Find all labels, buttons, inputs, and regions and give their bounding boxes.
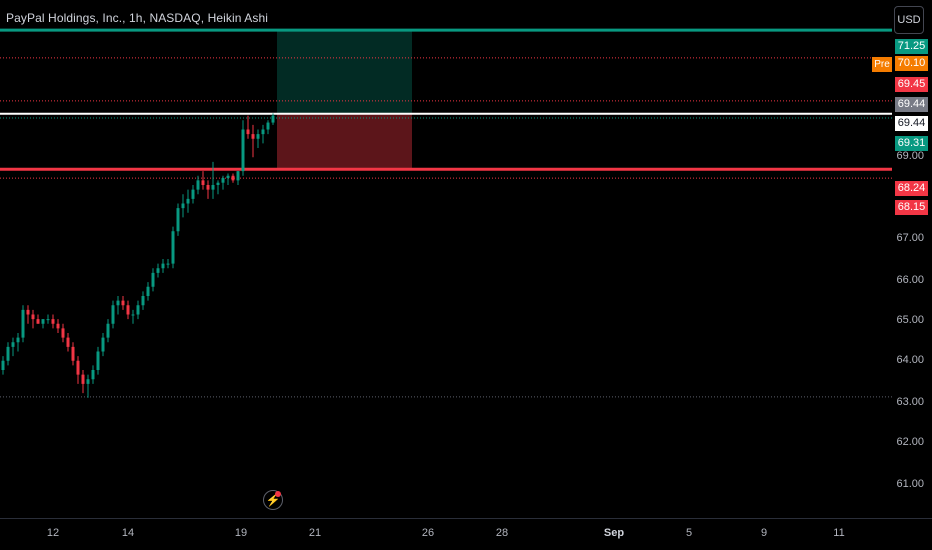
candle-body (71, 346, 75, 361)
candle-body (41, 319, 45, 324)
candle-body (246, 129, 250, 135)
candle-body (251, 134, 255, 139)
time-axis-label: 5 (685, 527, 693, 539)
candle-body (26, 309, 30, 315)
candle-body (11, 342, 15, 347)
candle-body (76, 360, 80, 375)
candle-body (181, 203, 185, 209)
candle-body (176, 208, 180, 232)
candle-body (151, 272, 155, 287)
price-tag: 69.44 (895, 116, 928, 131)
candle-body (106, 323, 110, 338)
candle-body (241, 129, 245, 172)
candle-body (31, 314, 35, 320)
candle-body (1, 360, 5, 370)
price-tag: 69.45 (895, 77, 928, 92)
time-axis-label: 26 (421, 527, 435, 539)
candle-body (256, 134, 260, 139)
price-axis-label: 65.00 (896, 314, 924, 326)
time-axis-label: 28 (495, 527, 509, 539)
candle-body (131, 314, 135, 316)
candle-body (161, 263, 165, 269)
time-axis-label: 14 (121, 527, 135, 539)
candle-body (141, 296, 145, 306)
candle-body (156, 268, 160, 273)
candle-body (46, 319, 50, 321)
candle-body (66, 337, 70, 347)
candle-body (121, 300, 125, 306)
candle-body (61, 328, 65, 338)
price-axis-label: 67.00 (896, 232, 924, 244)
time-axis-label: 11 (833, 527, 845, 539)
price-tag: 69.44 (895, 97, 928, 112)
candle-body (201, 180, 205, 185)
candle-body (96, 351, 100, 370)
candle-body (231, 175, 235, 181)
price-tag: 68.15 (895, 200, 928, 215)
notification-dot (275, 491, 281, 497)
candle-body (51, 319, 55, 324)
candle-body (136, 305, 140, 315)
candle-body (191, 189, 195, 199)
currency-button[interactable]: USD (894, 6, 924, 34)
candle-body (211, 185, 215, 190)
premarket-label: Pre (872, 57, 892, 72)
candle-body (116, 300, 120, 306)
candle-body (81, 374, 85, 384)
price-axis-label: 69.00 (896, 150, 924, 162)
candle-body (236, 171, 240, 181)
candle-body (216, 182, 220, 185)
time-axis-label: 19 (234, 527, 248, 539)
price-axis-label: 64.00 (896, 354, 924, 366)
price-tag: 70.10 (895, 56, 928, 71)
candle-body (206, 185, 210, 190)
candle-body (126, 305, 130, 315)
candle-body (266, 122, 270, 130)
time-axis-label: 9 (760, 527, 768, 539)
candle-body (91, 370, 95, 380)
candle-body (226, 175, 230, 179)
candle-body (86, 379, 90, 384)
candle-body (261, 129, 265, 135)
candle-body (16, 337, 20, 343)
price-tag: 71.25 (895, 39, 928, 54)
candle-body (6, 346, 10, 361)
profit-zone (277, 30, 412, 114)
price-axis-label: 61.00 (896, 478, 924, 490)
loss-zone (277, 113, 412, 170)
time-axis-label: 12 (46, 527, 60, 539)
candle-body (21, 309, 25, 338)
price-axis-label: 62.00 (896, 436, 924, 448)
candle-body (111, 305, 115, 324)
candle-body (196, 180, 200, 190)
time-axis-label: 21 (308, 527, 322, 539)
price-axis-label: 66.00 (896, 274, 924, 286)
price-tag: 69.31 (895, 136, 928, 151)
candle-body (171, 231, 175, 264)
candle-body (166, 263, 170, 265)
candle-body (56, 323, 60, 329)
candle-body (186, 198, 190, 204)
candle-body (271, 115, 275, 123)
candle-body (146, 286, 150, 296)
candle-body (36, 319, 40, 324)
symbol-title[interactable]: PayPal Holdings, Inc., 1h, NASDAQ, Heiki… (6, 11, 269, 25)
candle-body (221, 178, 225, 183)
price-tag: 68.24 (895, 181, 928, 196)
candle-body (101, 337, 105, 352)
price-axis-label: 63.00 (896, 396, 924, 408)
time-axis-label: Sep (603, 527, 625, 539)
